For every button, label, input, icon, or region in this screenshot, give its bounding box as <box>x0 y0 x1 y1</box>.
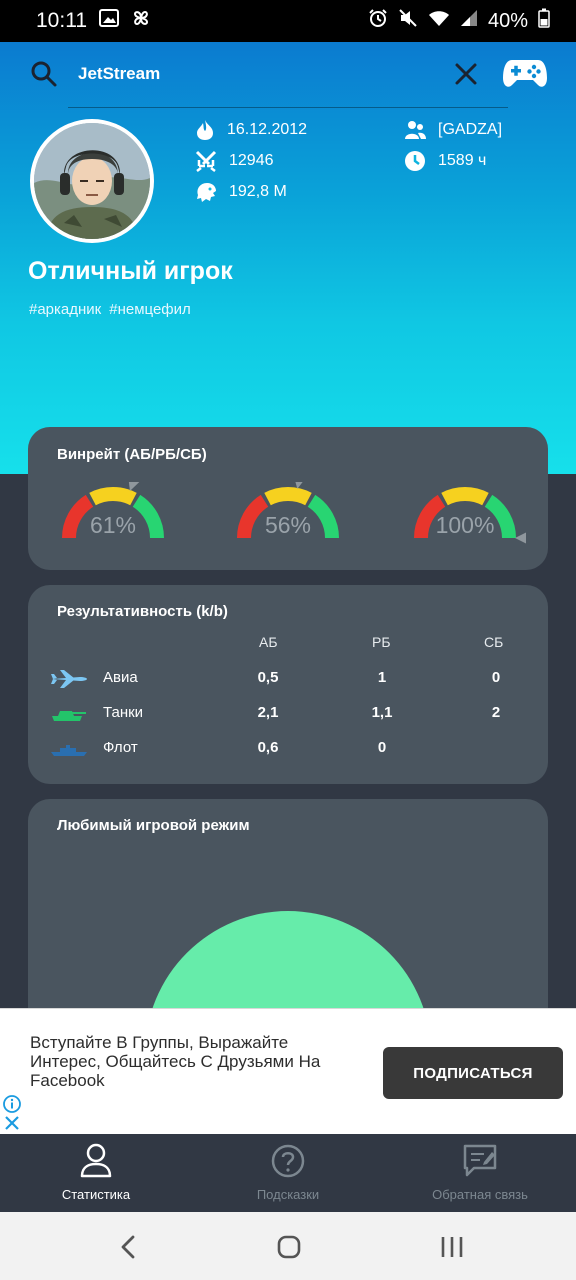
gauge-green-segment <box>484 494 516 539</box>
winrate-title: Винрейт (АБ/РБ/СБ) <box>57 446 207 463</box>
nav-tips-label: Подсказки <box>256 1187 320 1202</box>
performance-card: Результативность (k/b) АБ РБ СБ Авиа 0,5… <box>28 585 548 784</box>
gauge-yellow-segment <box>89 487 137 506</box>
winrate-card: Винрейт (АБ/РБ/СБ) 61% 56% 100% <box>28 427 548 570</box>
search-icon[interactable] <box>30 60 58 93</box>
home-icon[interactable] <box>276 1234 302 1265</box>
stat-lions: 192,8 М <box>195 181 287 203</box>
performance-title: Результативность (k/b) <box>57 603 228 620</box>
gamepad-icon[interactable] <box>502 56 548 95</box>
info-icon[interactable] <box>3 1095 21 1118</box>
mute-icon <box>398 8 418 34</box>
battery-icon <box>538 8 550 34</box>
cell-value: 2,1 <box>257 704 279 721</box>
feedback-icon <box>463 1144 497 1177</box>
gallery-icon <box>99 9 119 33</box>
cell-value: 0 <box>377 739 387 756</box>
nav-feedback-label: Обратная связь <box>432 1187 528 1202</box>
battery-level: 40% <box>487 9 528 32</box>
search-divider <box>68 107 508 108</box>
row-label: Танки <box>103 704 144 721</box>
cell-value: 0,6 <box>257 739 279 756</box>
lions-value: 192,8 М <box>229 183 287 200</box>
close-icon[interactable] <box>454 62 478 91</box>
gauge-pointer <box>515 532 527 544</box>
wifi-icon <box>428 9 450 33</box>
row-label: Авиа <box>103 669 138 686</box>
reg-date-value: 16.12.2012 <box>227 121 308 138</box>
flame-icon <box>197 120 213 140</box>
recents-icon[interactable] <box>440 1234 464 1265</box>
row-label: Флот <box>103 739 138 756</box>
cell-value: 0,5 <box>257 669 279 686</box>
player-rating-title: Отличный игрок <box>28 257 233 285</box>
nav-feedback[interactable]: Обратная связь <box>384 1134 576 1212</box>
status-time: 10:11 <box>36 9 87 32</box>
tank-icon <box>50 704 88 729</box>
nav-statistics[interactable]: Статистика <box>0 1134 192 1212</box>
stat-reg-date: 16.12.2012 <box>195 119 307 141</box>
table-row: Флот 0,6 0 <box>28 733 548 763</box>
favorite-mode-title: Любимый игровой режим <box>57 817 250 834</box>
gauge-simulator: 100% <box>410 482 527 544</box>
back-icon[interactable] <box>118 1234 138 1265</box>
gauge-simulator-value: 100% <box>435 512 495 538</box>
tag[interactable]: #аркадник <box>29 301 102 318</box>
pinwheel-icon <box>131 8 151 34</box>
column-header: СБ <box>484 634 504 650</box>
stat-squadron: [GADZA] <box>404 119 502 141</box>
cell-value: 1 <box>377 669 387 686</box>
table-row: Авиа 0,5 1 0 <box>28 663 548 693</box>
gauge-red-segment <box>414 494 446 539</box>
gauge-realistic: 56% <box>233 475 343 542</box>
gauge-arcade-value: 61% <box>89 512 137 538</box>
nav-tips[interactable]: Подсказки <box>192 1134 384 1212</box>
nav-statistics-label: Статистика <box>61 1187 131 1202</box>
gauge-realistic-value: 56% <box>264 512 312 538</box>
ad-subscribe-button[interactable]: ПОДПИСАТЬСЯ <box>383 1047 563 1099</box>
ad-text: Вступайте В Группы, Выражайте Интерес, О… <box>30 1033 321 1090</box>
profile-header: JetStream 16.12 <box>0 42 576 474</box>
system-nav-bar <box>0 1212 576 1280</box>
cell-value: 2 <box>491 704 501 721</box>
player-tags: #аркадник #немцефил <box>29 301 191 318</box>
stat-hours: 1589 ч <box>404 150 486 172</box>
gauge-red-segment <box>237 494 269 539</box>
avatar <box>30 119 154 243</box>
gauge-red-segment <box>62 494 94 539</box>
signal-icon <box>460 9 478 33</box>
clock-icon <box>405 151 425 171</box>
status-bar: 10:11 40% <box>0 0 576 42</box>
plane-icon <box>50 669 88 694</box>
cell-value: 1,1 <box>371 704 393 721</box>
person-icon <box>80 1143 112 1178</box>
table-row: Танки 2,1 1,1 2 <box>28 698 548 728</box>
squadron-value: [GADZA] <box>438 121 503 138</box>
users-icon <box>405 121 426 139</box>
ship-icon <box>50 739 88 764</box>
cell-value: 0 <box>491 669 501 686</box>
column-header: РБ <box>372 634 391 650</box>
gauge-yellow-segment <box>441 487 489 506</box>
lion-icon <box>197 183 216 202</box>
ad-banner: Вступайте В Группы, Выражайте Интерес, О… <box>0 1008 576 1134</box>
column-header: АБ <box>259 634 278 650</box>
gauge-arcade: 61% <box>58 477 168 542</box>
gauge-green-segment <box>132 494 164 539</box>
tag[interactable]: #немцефил <box>109 301 191 318</box>
hours-value: 1589 ч <box>438 152 487 169</box>
alarm-icon <box>368 8 388 34</box>
gauge-yellow-segment <box>264 487 312 506</box>
gauge-pointer <box>128 477 140 491</box>
help-icon <box>271 1144 305 1178</box>
gauge-simulator-arc <box>414 487 527 544</box>
stat-kills: 12946 <box>195 150 274 172</box>
bottom-nav: Статистика Подсказки Обратная связь <box>0 1134 576 1212</box>
swords-icon <box>195 150 217 172</box>
search-bar: JetStream <box>0 42 576 108</box>
kills-value: 12946 <box>229 152 274 169</box>
close-ad-icon[interactable] <box>4 1115 20 1136</box>
search-input[interactable]: JetStream <box>78 64 161 83</box>
gauge-green-segment <box>307 494 339 539</box>
